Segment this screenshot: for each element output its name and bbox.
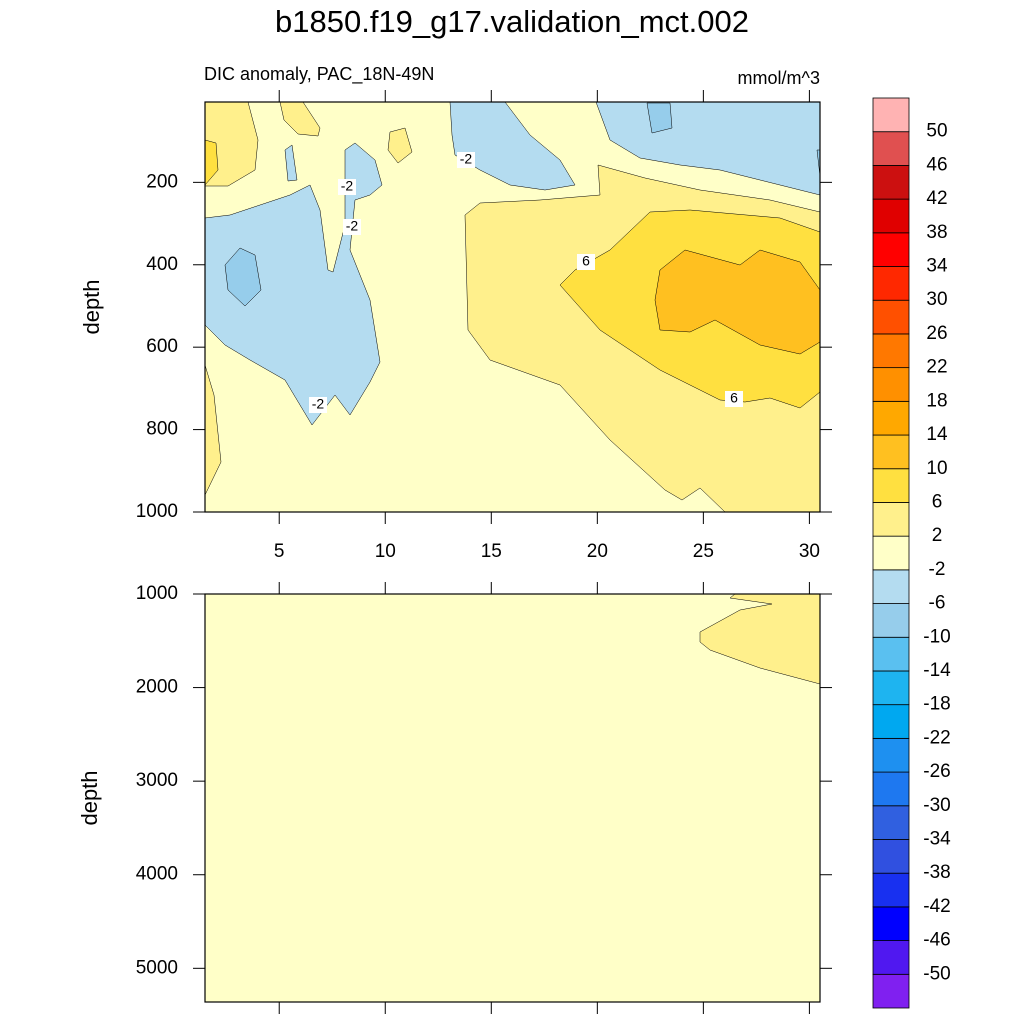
x-tick-label: 20	[587, 541, 608, 562]
y-axis-label: depth	[77, 770, 102, 825]
colorbar-box	[872, 502, 910, 537]
contour-label-box	[577, 254, 595, 270]
contour-region	[646, 102, 673, 134]
colorbar-label: 34	[926, 256, 948, 277]
colorbar-label: -38	[923, 862, 950, 883]
colorbar-label: -2	[929, 559, 946, 580]
colorbar-label: 42	[926, 188, 947, 209]
colorbar-box	[872, 165, 910, 200]
colorbar-label: 38	[926, 222, 947, 243]
colorbar-box	[872, 771, 910, 807]
contour-label: 6	[730, 390, 738, 406]
y-axis-label: depth	[79, 279, 104, 334]
colorbar-label: 30	[926, 289, 947, 310]
colorbar-box	[872, 333, 910, 369]
colorbar-label: 18	[926, 390, 947, 411]
colorbar-label: 10	[926, 458, 947, 479]
contour-label-box	[338, 179, 356, 195]
colorbar-box	[872, 266, 910, 301]
colorbar-box	[872, 704, 910, 739]
contour-region	[204, 593, 821, 1003]
colorbar-box	[872, 906, 910, 941]
y-tick-label: 600	[146, 336, 178, 357]
colorbar-label: -18	[923, 694, 950, 715]
colorbar-label: -46	[923, 930, 950, 951]
y-tick-label: 2000	[136, 677, 178, 698]
colorbar-label: -14	[923, 660, 951, 681]
x-tick-label: 5	[274, 541, 285, 562]
colorbar-box	[872, 805, 910, 840]
colorbar-label: 2	[932, 525, 943, 546]
colorbar-box	[872, 400, 910, 436]
colorbar-box	[872, 569, 910, 604]
y-tick-label: 1000	[136, 583, 178, 604]
colorbar-label: -10	[923, 626, 950, 647]
colorbar-box	[872, 97, 910, 133]
contour-label-box	[309, 397, 327, 413]
y-tick-label: 3000	[136, 770, 178, 791]
colorbar-box	[872, 131, 910, 166]
colorbar-box	[872, 670, 910, 706]
plot-frame	[204, 101, 821, 513]
contour-region	[387, 127, 413, 164]
colorbar-label: 50	[926, 121, 947, 142]
colorbar-box	[872, 872, 910, 908]
x-tick-label: 15	[481, 541, 502, 562]
colorbar-box	[872, 434, 910, 470]
colorbar-label: -50	[923, 963, 950, 984]
colorbar-label: -30	[923, 795, 950, 816]
y-tick-label: 800	[146, 419, 178, 440]
x-tick-label: 30	[799, 541, 820, 562]
colorbar-label: 22	[926, 357, 947, 378]
colorbar-box	[872, 973, 910, 1009]
colorbar-label: 14	[926, 424, 948, 445]
subtitle: DIC anomaly, PAC_18N-49N	[204, 64, 434, 85]
colorbar-label: -42	[923, 896, 950, 917]
contour-label-box	[343, 219, 361, 235]
y-tick-label: 4000	[136, 864, 178, 885]
contour-label: 6	[582, 253, 590, 269]
colorbar-label: 6	[932, 491, 943, 512]
colorbar-label: 46	[926, 154, 947, 175]
units: mmol/m^3	[738, 68, 820, 88]
colorbar-label: -34	[923, 828, 951, 849]
plot-frame	[204, 593, 821, 1003]
colorbar-box	[872, 535, 910, 571]
colorbar-box	[872, 232, 910, 267]
contour-label: -2	[460, 151, 473, 167]
contour-label: -2	[346, 218, 359, 234]
colorbar-label: 26	[926, 323, 947, 344]
contour-region	[284, 144, 298, 182]
colorbar-box	[872, 468, 910, 503]
contour-region	[224, 247, 262, 307]
y-tick-label: 200	[146, 171, 178, 192]
colorbar-box	[872, 839, 910, 874]
contour-label-box	[457, 152, 475, 168]
contour-region	[449, 101, 576, 191]
colorbar-box	[872, 737, 910, 773]
colorbar-box	[872, 367, 910, 402]
colorbar-label: -22	[923, 727, 950, 748]
colorbar-box	[872, 299, 910, 335]
colorbar-box	[872, 198, 910, 234]
colorbar-box	[872, 940, 910, 975]
x-tick-label: 25	[693, 541, 714, 562]
contour-label: -2	[341, 178, 354, 194]
contour-label: -2	[312, 396, 325, 412]
colorbar-box	[872, 603, 910, 638]
y-tick-label: 400	[146, 254, 178, 275]
y-tick-label: 1000	[136, 501, 178, 522]
x-tick-label: 10	[375, 541, 396, 562]
colorbar-box	[872, 636, 910, 672]
y-tick-label: 5000	[136, 957, 178, 978]
chart-title: b1850.f19_g17.validation_mct.002	[275, 4, 749, 39]
contour-region	[204, 142, 383, 426]
colorbar-label: -6	[929, 593, 946, 614]
contour-label-box	[725, 391, 743, 407]
colorbar-label: -26	[923, 761, 950, 782]
